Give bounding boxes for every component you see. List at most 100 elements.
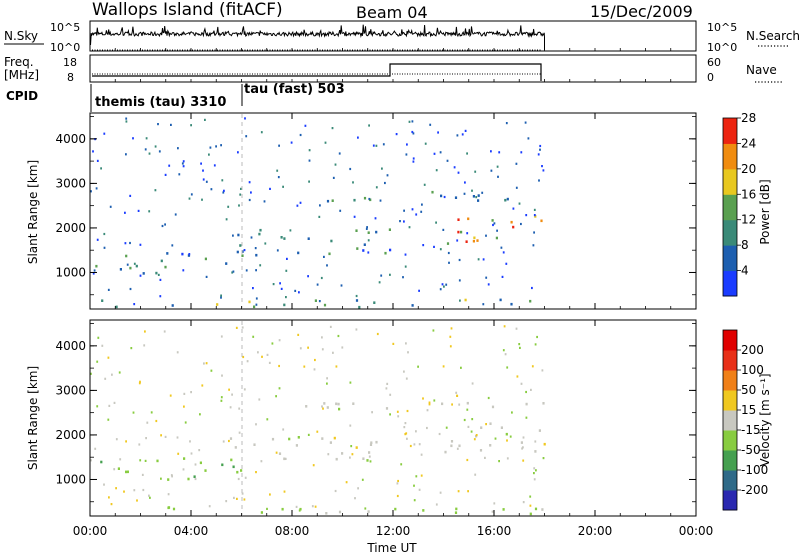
colorbar-frame [722,329,738,511]
range-cell [477,199,480,202]
range-cell [538,179,540,182]
range-cell [221,463,224,467]
range-cell [204,257,207,261]
date-title: 15/Dec/2009 [590,2,693,21]
range-cell [241,492,244,495]
range-cell [510,220,513,224]
range-cell [239,244,242,247]
range-cell [255,297,258,300]
range-cell [220,399,223,402]
range-cell [361,478,364,481]
range-cell [396,410,399,413]
range-cell [422,244,425,247]
range-cell [369,443,373,446]
range-cell [534,343,537,346]
range-cell [148,210,151,213]
range-cell [156,459,159,463]
freq-unit-label: [MHz] [4,68,39,82]
range-cell [491,219,494,222]
range-cell [130,347,133,350]
velocity-y-label: Slant Range [km] [26,366,40,470]
range-cell [141,473,144,476]
range-cell [403,220,405,223]
colorbar-tick-label: -100 [741,463,768,477]
range-cell [144,459,147,462]
range-cell [169,394,172,397]
range-cell [447,251,450,255]
range-cell [542,169,545,172]
range-cell [278,452,282,455]
range-cell [229,406,232,409]
range-cell [314,505,317,508]
range-cell [97,336,100,339]
range-cell [493,502,496,505]
range-cell [107,288,110,291]
range-cell [445,426,448,429]
power-frame [89,112,697,310]
freq-left-tick-top: 18 [63,56,77,69]
range-cell [334,489,337,493]
range-cell [157,123,159,126]
x-tick-label: 04:00 [174,524,209,538]
velocity-colorbar: 200 100 50 15 -15 -50 -100 -200 [722,329,768,511]
range-cell [366,459,369,462]
range-cell [260,460,263,463]
range-cell [369,198,372,202]
range-cell [183,392,186,395]
range-cell [539,144,542,148]
range-cell [232,465,235,469]
colorbar-swatch [723,270,737,297]
range-cell [126,470,129,474]
range-cell [237,233,240,237]
range-cell [435,503,438,506]
range-cell [422,509,425,512]
range-cell [504,353,507,356]
range-cell [209,146,212,149]
range-cell [257,351,259,354]
range-cell [321,336,323,339]
range-cell [331,199,334,202]
range-cell [506,197,509,201]
nsearch-label: N.Search [746,29,800,43]
range-cell [433,399,436,402]
range-cell [402,276,404,279]
range-cell [354,497,356,500]
range-cell [189,440,191,443]
range-cell [412,160,415,163]
range-cell [411,130,414,134]
range-cell [182,468,185,471]
range-cell [456,134,459,137]
range-cell [190,452,193,455]
range-cell [458,258,461,262]
range-cell [314,358,316,362]
range-cell [352,402,355,405]
range-cell [431,190,434,194]
range-cell [313,368,316,371]
range-cell [417,365,419,368]
range-cell [184,421,187,424]
range-cell [194,463,197,466]
range-cell [493,222,496,225]
range-cell [203,362,205,365]
range-cell [164,223,166,226]
range-cell [107,418,110,421]
range-cell [104,377,107,380]
velocity-frame [89,319,697,517]
range-cell [511,411,513,414]
range-cell [201,198,203,201]
range-cell [222,440,225,443]
range-cell [338,152,341,155]
range-cell [312,464,315,467]
range-cell [373,301,376,304]
range-cell [338,510,342,514]
range-cell [433,245,435,248]
freq-panel: Freq. [MHz] 18 8 60 0 Nave [4,54,782,84]
range-cell [413,443,416,446]
range-cell [190,124,192,127]
range-cell [357,487,359,490]
range-cell [133,262,136,265]
range-cell [187,477,190,481]
range-cell [113,468,116,471]
range-cell [109,205,112,208]
range-cell [411,304,414,307]
